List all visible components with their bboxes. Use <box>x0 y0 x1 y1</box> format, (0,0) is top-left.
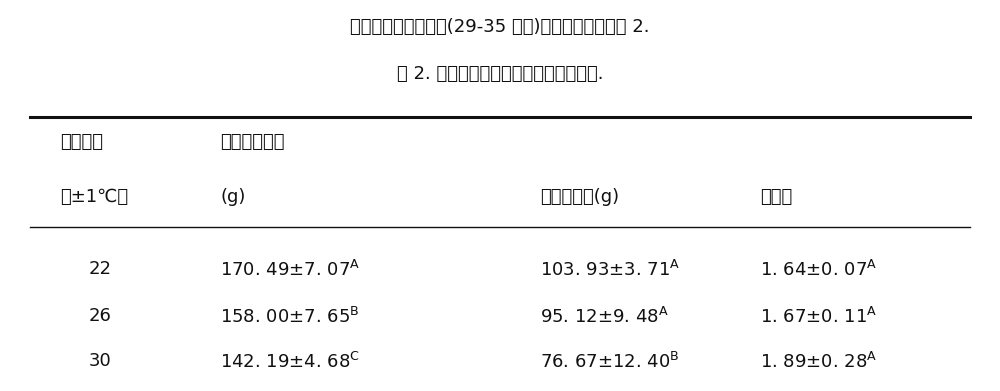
Text: 环境温度: 环境温度 <box>60 133 103 151</box>
Text: 试验开始后第五周龄(29-35 日龄)生产性能指标见表 2.: 试验开始后第五周龄(29-35 日龄)生产性能指标见表 2. <box>350 18 650 36</box>
Text: 1. 67±0. 11$^{\mathrm{A}}$: 1. 67±0. 11$^{\mathrm{A}}$ <box>760 307 877 327</box>
Text: 95. 12±9. 48$^{\mathrm{A}}$: 95. 12±9. 48$^{\mathrm{A}}$ <box>540 307 669 327</box>
Text: 表 2. 热刺激第一周肉鸡生产性能的变化.: 表 2. 热刺激第一周肉鸡生产性能的变化. <box>397 65 603 83</box>
Text: 142. 19±4. 68$^{\mathrm{C}}$: 142. 19±4. 68$^{\mathrm{C}}$ <box>220 352 360 372</box>
Text: 30: 30 <box>89 352 111 370</box>
Text: 22: 22 <box>88 260 112 278</box>
Text: 76. 67±12. 40$^{\mathrm{B}}$: 76. 67±12. 40$^{\mathrm{B}}$ <box>540 352 680 372</box>
Text: （±1℃）: （±1℃） <box>60 188 128 206</box>
Text: 103. 93±3. 71$^{\mathrm{A}}$: 103. 93±3. 71$^{\mathrm{A}}$ <box>540 260 680 280</box>
Text: 26: 26 <box>89 307 111 325</box>
Text: 1. 64±0. 07$^{\mathrm{A}}$: 1. 64±0. 07$^{\mathrm{A}}$ <box>760 260 877 280</box>
Text: 170. 49±7. 07$^{\mathrm{A}}$: 170. 49±7. 07$^{\mathrm{A}}$ <box>220 260 360 280</box>
Text: 平均日采食量: 平均日采食量 <box>220 133 285 151</box>
Text: 平均日增重(g): 平均日增重(g) <box>540 188 619 206</box>
Text: (g): (g) <box>220 188 245 206</box>
Text: 158. 00±7. 65$^{\mathrm{B}}$: 158. 00±7. 65$^{\mathrm{B}}$ <box>220 307 360 327</box>
Text: 1. 89±0. 28$^{\mathrm{A}}$: 1. 89±0. 28$^{\mathrm{A}}$ <box>760 352 877 372</box>
Text: 料重比: 料重比 <box>760 188 792 206</box>
